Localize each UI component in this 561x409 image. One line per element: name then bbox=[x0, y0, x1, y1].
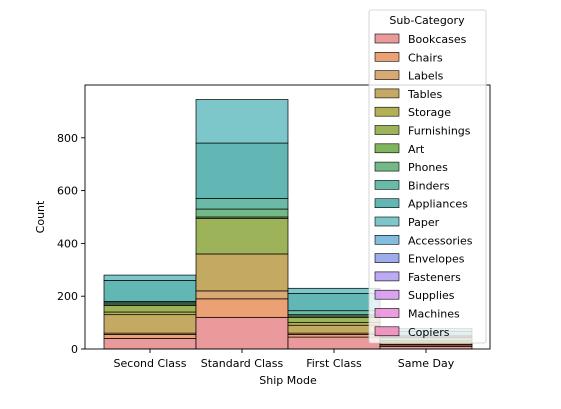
y-tick-label-3: 600 bbox=[57, 185, 78, 198]
bar-segment-1-3 bbox=[195, 253, 289, 292]
y-axis: 0 200 400 600 800 bbox=[57, 132, 85, 356]
bar-segment-2-9 bbox=[287, 293, 381, 312]
legend-label-0: Bookcases bbox=[408, 33, 467, 46]
legend-label-5: Furnishings bbox=[408, 125, 471, 138]
legend-label-12: Envelopes bbox=[408, 253, 465, 266]
legend-label-16: Copiers bbox=[408, 326, 450, 339]
bar-segment-1-10 bbox=[195, 99, 289, 144]
bar-segment-2-1 bbox=[287, 334, 381, 338]
legend-label-11: Accessories bbox=[408, 234, 473, 247]
legend-swatch-11 bbox=[374, 235, 400, 245]
bars-layer bbox=[103, 99, 473, 350]
legend-items: Bookcases Chairs Labels Tables Storage Furnis… bbox=[374, 33, 473, 339]
legend-label-8: Binders bbox=[408, 179, 450, 192]
bar-segment-2-3 bbox=[287, 324, 381, 334]
bar-segment-1-9 bbox=[195, 142, 289, 199]
legend-label-4: Storage bbox=[408, 106, 451, 119]
bar-segment-2-10 bbox=[287, 287, 381, 294]
y-tick-label-0: 0 bbox=[71, 343, 78, 356]
legend-swatch-16 bbox=[374, 326, 400, 337]
legend-label-9: Appliances bbox=[408, 198, 468, 211]
legend-swatch-9 bbox=[374, 198, 400, 208]
legend-label-7: Phones bbox=[408, 161, 448, 174]
legend-label-1: Chairs bbox=[408, 51, 443, 64]
legend-label-3: Tables bbox=[407, 88, 442, 101]
bar-segment-1-1 bbox=[195, 298, 289, 318]
legend-label-15: Machines bbox=[408, 308, 460, 321]
legend-swatch-15 bbox=[374, 308, 400, 318]
x-axis-label: Ship Mode bbox=[259, 374, 317, 387]
y-tick-label-1: 200 bbox=[57, 290, 78, 303]
bar-segment-1-5 bbox=[195, 217, 289, 255]
bar-segment-0-5 bbox=[103, 305, 197, 313]
bar-segment-2-0 bbox=[287, 336, 381, 350]
y-tick-label-2: 400 bbox=[57, 237, 78, 250]
legend-label-10: Paper bbox=[408, 216, 440, 229]
bar-segment-1-2 bbox=[195, 290, 289, 300]
legend: Sub-Category Bookcases Chairs Labels Tables… bbox=[368, 9, 487, 344]
x-tick-label-1: Standard Class bbox=[201, 357, 284, 370]
bar-segment-0-0 bbox=[103, 338, 197, 350]
bar-segment-0-4 bbox=[103, 311, 197, 316]
y-axis-label: Count bbox=[34, 200, 47, 233]
bar-segment-2-5 bbox=[287, 316, 381, 323]
legend-swatch-2 bbox=[374, 70, 400, 80]
x-tick-label-0: Second Class bbox=[114, 357, 187, 370]
bar-segment-0-10 bbox=[103, 274, 197, 281]
bar-segment-0-9 bbox=[103, 280, 197, 302]
legend-swatch-8 bbox=[374, 180, 400, 190]
legend-swatch-6 bbox=[374, 143, 400, 154]
legend-label-14: Supplies bbox=[408, 289, 455, 302]
x-tick-label-3: Same Day bbox=[398, 357, 455, 370]
legend-title: Sub-Category bbox=[389, 14, 465, 27]
legend-label-2: Labels bbox=[408, 70, 444, 83]
bar-segment-1-8 bbox=[195, 198, 289, 210]
bar-segment-0-3 bbox=[103, 314, 197, 334]
legend-label-6: Art bbox=[408, 143, 425, 156]
x-axis: Second Class Standard Class First Class Sam… bbox=[114, 349, 455, 370]
legend-swatch-12 bbox=[374, 253, 400, 263]
bar-segment-2-8 bbox=[287, 310, 381, 316]
axes-frame bbox=[84, 84, 491, 350]
legend-swatch-0 bbox=[374, 33, 400, 44]
legend-label-13: Fasteners bbox=[408, 271, 461, 284]
legend-swatch-10 bbox=[374, 216, 400, 227]
legend-swatch-5 bbox=[374, 125, 400, 135]
bar-segment-1-0 bbox=[195, 316, 289, 350]
y-tick-label-4: 800 bbox=[57, 132, 78, 145]
x-tick-label-2: First Class bbox=[306, 357, 362, 370]
bar-segment-0-1 bbox=[103, 334, 197, 339]
legend-swatch-3 bbox=[374, 88, 400, 99]
legend-swatch-1 bbox=[374, 51, 400, 62]
bar-segment-2-4 bbox=[287, 322, 381, 326]
legend-swatch-4 bbox=[374, 106, 400, 117]
legend-swatch-7 bbox=[374, 161, 400, 172]
bar-segment-1-7 bbox=[195, 208, 289, 218]
legend-swatch-14 bbox=[374, 289, 400, 300]
legend-swatch-13 bbox=[374, 271, 400, 282]
